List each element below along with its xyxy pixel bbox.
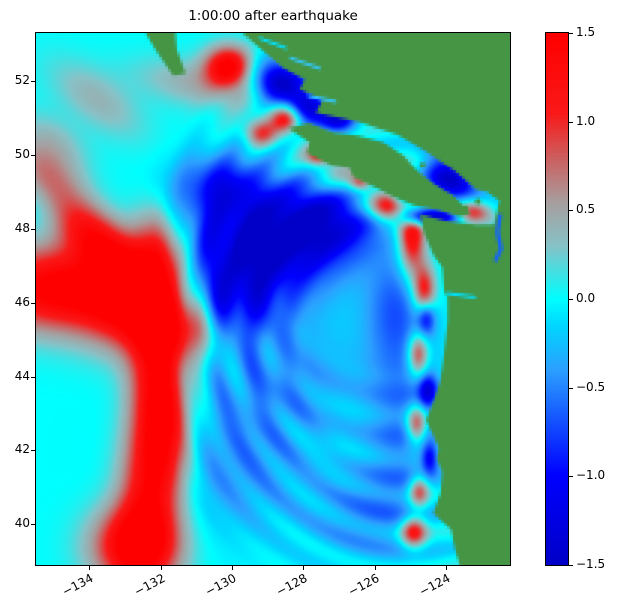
colorbar-tick-mark <box>569 565 573 566</box>
x-tick-mark <box>303 566 305 570</box>
tsunami-heatmap-canvas <box>36 33 510 565</box>
colorbar-tick-mark <box>569 387 573 389</box>
colorbar-tick-label: 1.5 <box>576 25 596 39</box>
colorbar-tick-mark <box>569 210 573 212</box>
x-tick-mark <box>232 566 233 570</box>
colorbar-tick-label: 0.5 <box>576 202 596 217</box>
y-tick-mark <box>31 154 35 156</box>
y-tick-mark <box>31 81 35 83</box>
colorbar-tick-label: 0.0 <box>576 291 596 305</box>
colorbar-tick-mark <box>569 121 573 123</box>
y-tick-mark <box>31 524 35 526</box>
x-tick-label: −132 <box>131 571 168 599</box>
colorbar-tick-mark <box>569 476 573 478</box>
colorbar-tick-mark <box>569 33 573 34</box>
y-tick-mark <box>31 450 35 452</box>
colorbar <box>545 32 569 566</box>
x-tick-mark <box>89 566 91 570</box>
colorbar-gradient-canvas <box>546 33 568 565</box>
x-tick-mark <box>160 566 162 570</box>
y-tick-label: 44 <box>14 368 30 383</box>
x-tick-label: −130 <box>202 571 239 599</box>
y-tick-label: 48 <box>14 220 30 235</box>
colorbar-tick-label: −1.5 <box>576 557 606 571</box>
colorbar-tick-mark <box>569 299 573 300</box>
y-tick-mark <box>31 228 35 230</box>
x-tick-label: −134 <box>60 571 97 599</box>
y-tick-label: 50 <box>14 146 30 161</box>
y-tick-label: 40 <box>14 516 30 531</box>
map-axes <box>35 32 511 566</box>
x-tick-label: −126 <box>345 571 382 599</box>
y-tick-mark <box>31 376 35 378</box>
colorbar-tick-label: 1.0 <box>576 113 596 128</box>
y-tick-label: 46 <box>14 294 30 309</box>
colorbar-tick-label: −0.5 <box>576 379 606 394</box>
x-tick-label: −124 <box>416 571 453 599</box>
plot-title: 1:00:00 after earthquake <box>188 8 358 24</box>
colorbar-tick-label: −1.0 <box>576 468 606 483</box>
y-tick-label: 42 <box>14 442 30 457</box>
x-tick-mark <box>374 566 376 570</box>
x-tick-mark <box>445 566 447 570</box>
y-tick-mark <box>31 302 35 304</box>
x-tick-label: −128 <box>274 571 310 599</box>
y-tick-label: 52 <box>14 73 30 88</box>
